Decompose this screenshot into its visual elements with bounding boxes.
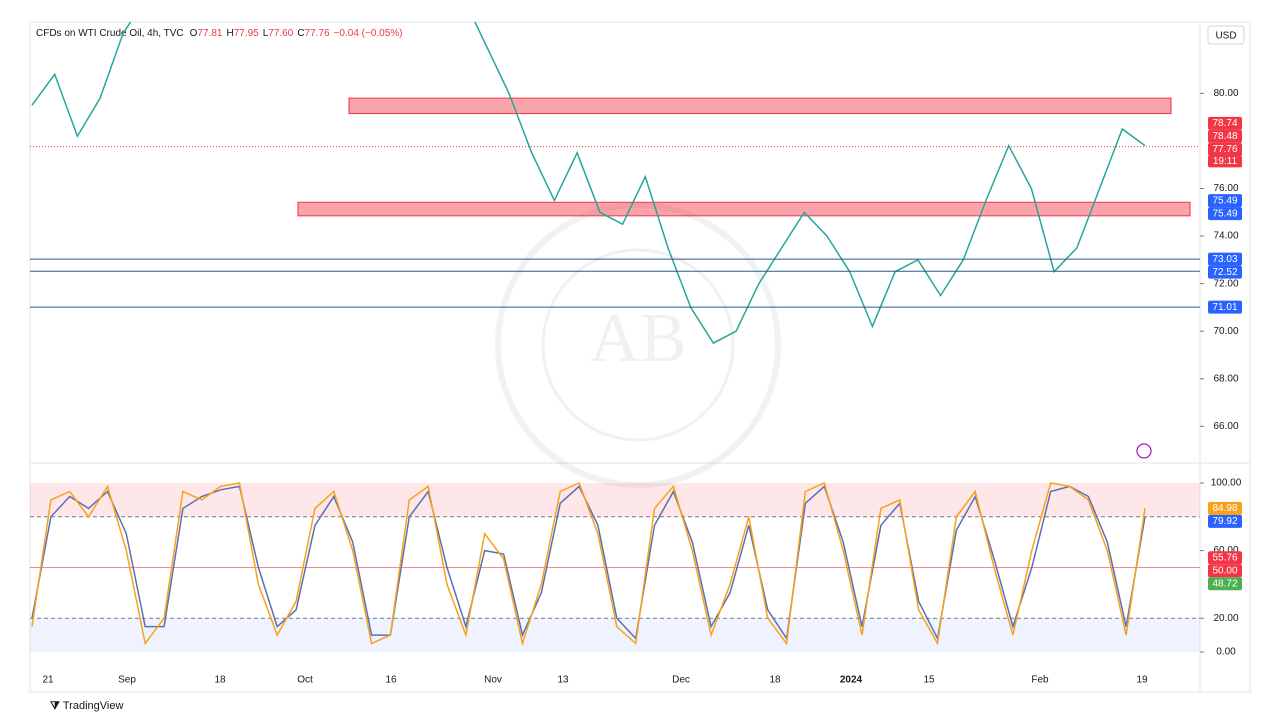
price-tick-label: 76.00: [1213, 183, 1238, 194]
oversold-band: [30, 618, 1200, 652]
price-tag: [1208, 252, 1242, 266]
overbought-band: [30, 483, 1200, 517]
osc-tag-label: 48.72: [1212, 578, 1237, 589]
time-label: 18: [769, 675, 781, 686]
time-label: 15: [923, 675, 935, 686]
footer-brand: ⧩ TradingView: [49, 700, 123, 712]
countdown: 19:11: [1213, 156, 1238, 167]
time-label: Dec: [672, 675, 690, 686]
price-tick-label: 74.00: [1213, 231, 1238, 242]
countdown-tag: [1208, 155, 1242, 168]
time-label: 13: [557, 675, 569, 686]
price-tag-label: 71.01: [1212, 302, 1237, 313]
osc-tick-label: 60.00: [1213, 545, 1238, 556]
header: CFDs on WTI Crude Oil, 4h, TVC O77.81 H77.…: [36, 28, 403, 39]
osc-tag: [1208, 501, 1242, 515]
price-tag: [1208, 116, 1242, 130]
price-tag: [1208, 194, 1242, 208]
price-tag: [1208, 207, 1242, 221]
price-tag-label: 75.49: [1212, 195, 1237, 206]
resistance-zone: [297, 201, 1191, 217]
svg-text:AB: AB: [589, 300, 686, 377]
osc-tag-label: 55.76: [1212, 552, 1237, 563]
price-tick-label: 70.00: [1213, 326, 1238, 337]
time-label: 16: [385, 675, 397, 686]
price-tag-label: 75.49: [1212, 208, 1237, 219]
price-tick-label: 72.00: [1213, 278, 1238, 289]
price-line: [31, 22, 1146, 345]
osc-tag: [1208, 551, 1242, 565]
alert-icon[interactable]: [1136, 443, 1152, 459]
osc-tag-label: 50.00: [1212, 565, 1237, 576]
price-tag-label: 72.52: [1212, 267, 1237, 278]
osc-tick-label: 20.00: [1213, 613, 1238, 624]
currency[interactable]: USD: [1215, 31, 1236, 42]
osc-tag: [1208, 577, 1242, 591]
osc-tag: [1208, 564, 1242, 578]
price-tag: [1208, 265, 1242, 279]
price-tick-label: 66.00: [1213, 421, 1238, 432]
time-label: Sep: [118, 675, 136, 686]
price-tag-label: 77.76: [1212, 144, 1237, 155]
currency-button[interactable]: [1207, 25, 1245, 45]
osc-tag: [1208, 514, 1242, 528]
time-label: Nov: [484, 675, 502, 686]
price-tick-label: 68.00: [1213, 373, 1238, 384]
resistance-zone: [348, 97, 1172, 115]
watermark: AB: [495, 202, 781, 488]
time-label: Oct: [297, 675, 313, 686]
price-tag: [1208, 142, 1242, 156]
time-label: 18: [214, 675, 226, 686]
osc-fast-line: [31, 481, 1146, 647]
time-label: Feb: [1031, 675, 1049, 686]
price-tag-label: 78.74: [1212, 118, 1237, 129]
price-tag: [1208, 129, 1242, 143]
chart-frame: [29, 21, 1251, 693]
price-tag-label: 78.48: [1212, 131, 1237, 142]
price-tick-label: 80.00: [1213, 88, 1238, 99]
osc-tag-label: 79.92: [1212, 516, 1237, 527]
osc-tick-label: 100.00: [1211, 478, 1242, 489]
price-tag-label: 73.03: [1212, 254, 1237, 265]
osc-tag-label: 84.98: [1212, 503, 1237, 514]
osc-slow-line: [31, 485, 1146, 641]
time-label: 21: [42, 675, 54, 686]
osc-tick-label: 0.00: [1216, 647, 1236, 658]
time-label: 19: [1136, 675, 1148, 686]
price-tag: [1208, 300, 1242, 314]
time-label: 2024: [840, 675, 863, 686]
